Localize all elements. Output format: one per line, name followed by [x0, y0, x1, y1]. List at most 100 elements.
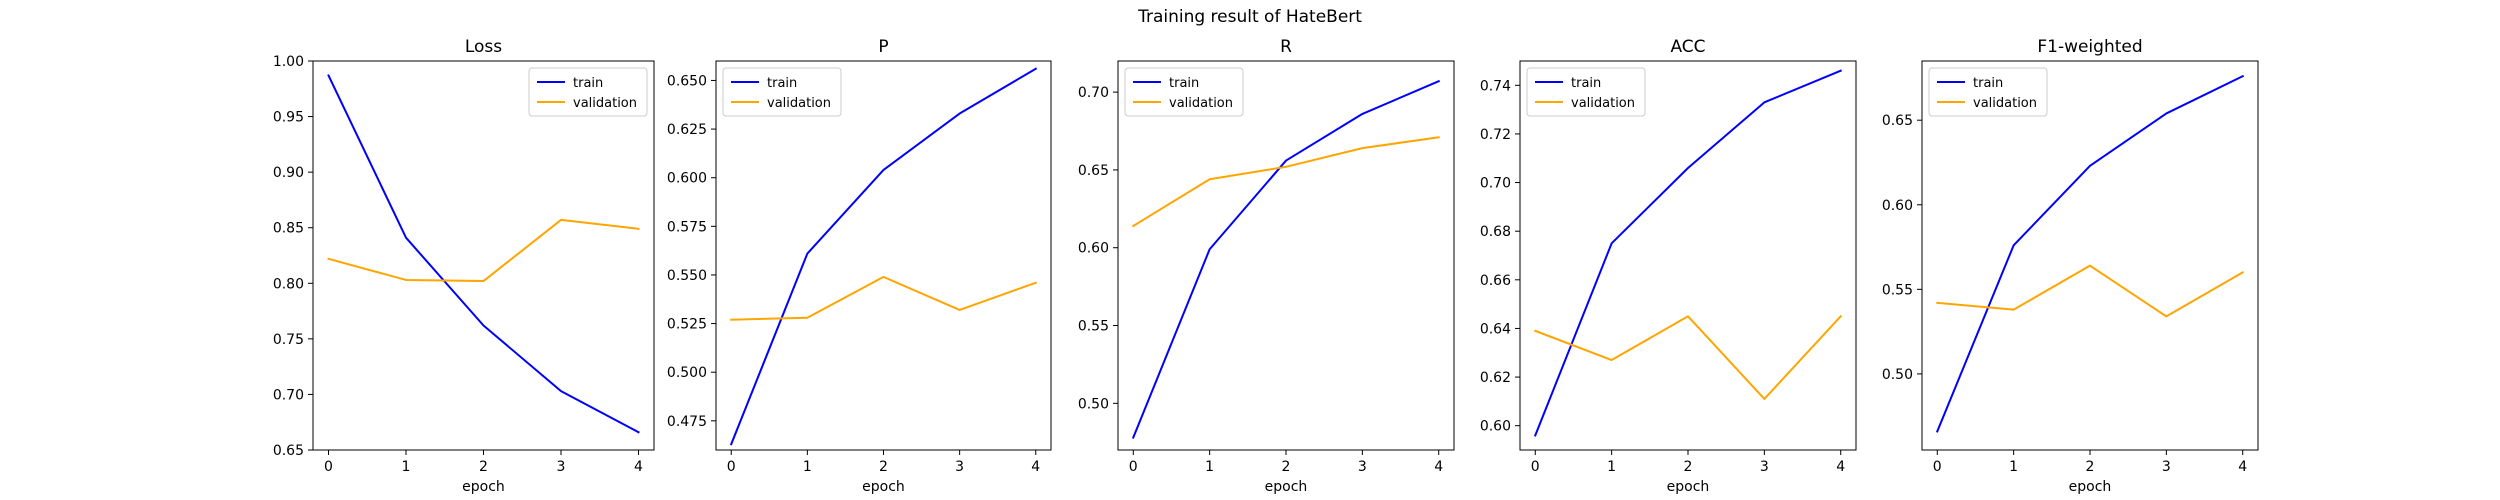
x-tick-label: 4: [1434, 459, 1443, 475]
subplot-0: Loss 0 1 2 3 4 0.65 0.70 0.75 0.80 0.85 0.90 0.95 1.0…: [273, 37, 655, 495]
x-tick-label: 2: [2086, 459, 2095, 475]
x-tick-label: 2: [479, 459, 488, 475]
legend-label-validation: validation: [767, 96, 831, 111]
series-line-train: [1131, 79, 1441, 439]
y-tick-label: 0.55: [1078, 319, 1109, 335]
x-tick-label: 3: [2162, 459, 2171, 475]
legend-box: [1928, 67, 2048, 117]
x-tick-label: 4: [634, 459, 643, 475]
x-tick-label: 2: [879, 459, 888, 475]
x-tick-label: 1: [1607, 459, 1616, 475]
x-tick-label: 0: [1129, 459, 1138, 475]
y-tick-label: 0.500: [667, 365, 707, 381]
x-tick-label: 4: [2238, 459, 2247, 475]
legend-box: [1526, 67, 1646, 117]
series-line-validation: [327, 218, 640, 283]
subplot-title: R: [1280, 37, 1292, 57]
legend-label-train: train: [767, 76, 797, 91]
x-tick-label: 1: [402, 459, 411, 475]
subplot-1: P 0 1 2 3 4 0.475 0.500 0.525 0.550 0.575 0.600 0.62…: [667, 37, 1052, 495]
subplot-title: P: [878, 37, 888, 57]
x-tick-label: 0: [1531, 459, 1540, 475]
x-tick-label: 0: [1933, 459, 1942, 475]
subplot-title: Loss: [465, 37, 502, 57]
x-tick-label: 4: [1031, 459, 1040, 475]
x-tick-label: 3: [1760, 459, 1769, 475]
legend-label-train: train: [1973, 76, 2003, 91]
y-tick-label: 0.650: [667, 73, 707, 89]
legend-label-train: train: [1169, 76, 1199, 91]
legend: train validation: [1526, 67, 1646, 117]
y-tick-label: 0.50: [1882, 367, 1913, 383]
y-tick-label: 0.65: [1882, 113, 1913, 129]
x-tick-label: 2: [1282, 459, 1291, 475]
subplot-3: ACC 0 1 2 3 4 0.60 0.62 0.64 0.66 0.68 0.70 0.72 0.74…: [1480, 37, 1857, 495]
y-tick-label: 0.625: [667, 122, 707, 138]
y-tick-label: 0.50: [1078, 396, 1109, 412]
legend: train validation: [528, 67, 648, 117]
y-tick-label: 0.55: [1882, 282, 1913, 298]
series-line-train: [1533, 69, 1843, 437]
y-tick-label: 0.475: [667, 414, 707, 430]
subplot-title: F1-weighted: [2037, 37, 2142, 57]
legend-label-train: train: [1571, 76, 1601, 91]
x-tick-label: 4: [1836, 459, 1845, 475]
legend-label-validation: validation: [1571, 96, 1635, 111]
x-tick-label: 1: [2009, 459, 2018, 475]
x-tick-label: 3: [955, 459, 964, 475]
legend: train validation: [1928, 67, 2048, 117]
y-tick-label: 0.60: [1078, 241, 1109, 257]
y-tick-label: 0.90: [273, 165, 304, 181]
y-tick-label: 0.70: [1480, 176, 1511, 192]
series-line-validation: [1936, 264, 2245, 318]
x-tick-label: 0: [324, 459, 333, 475]
legend: train validation: [722, 67, 842, 117]
y-tick-label: 0.75: [273, 332, 304, 348]
subplot-4: F1-weighted 0 1 2 3 4 0.50 0.55 0.60 0.65 epoch tra…: [1882, 37, 2259, 495]
x-axis-label: epoch: [1667, 479, 1710, 495]
y-tick-label: 1.00: [273, 54, 304, 70]
legend-label-validation: validation: [1973, 96, 2037, 111]
legend-label-validation: validation: [573, 96, 637, 111]
figure-suptitle: Training result of HateBert: [1137, 7, 1362, 27]
y-tick-label: 0.74: [1480, 78, 1511, 94]
series-line-train: [327, 74, 640, 434]
x-tick-label: 2: [1684, 459, 1693, 475]
x-tick-label: 1: [803, 459, 812, 475]
x-axis-label: epoch: [1265, 479, 1308, 495]
y-tick-label: 0.62: [1480, 370, 1511, 386]
x-tick-label: 0: [727, 459, 736, 475]
y-tick-label: 0.600: [667, 171, 707, 187]
legend-box: [528, 67, 648, 117]
y-tick-label: 0.60: [1882, 198, 1913, 214]
y-tick-label: 0.550: [667, 268, 707, 284]
y-tick-label: 0.60: [1480, 419, 1511, 435]
x-axis-label: epoch: [862, 479, 905, 495]
y-tick-label: 0.525: [667, 317, 707, 333]
series-line-validation: [1533, 314, 1843, 400]
legend-label-validation: validation: [1169, 96, 1233, 111]
y-tick-label: 0.65: [273, 443, 304, 459]
series-line-validation: [1131, 136, 1440, 228]
x-tick-label: 3: [557, 459, 566, 475]
legend-label-train: train: [573, 76, 603, 91]
series-line-train: [729, 67, 1038, 446]
x-axis-label: epoch: [462, 479, 505, 495]
x-axis-label: epoch: [2069, 479, 2112, 495]
y-tick-label: 0.70: [1078, 85, 1109, 101]
y-tick-label: 0.66: [1480, 273, 1511, 289]
subplot-title: ACC: [1670, 37, 1705, 57]
subplot-2: R 0 1 2 3 4 0.50 0.55 0.60 0.65 0.70 epoch train vali…: [1078, 37, 1455, 495]
legend: train validation: [1124, 67, 1244, 117]
y-tick-label: 0.85: [273, 221, 304, 237]
y-tick-label: 0.65: [1078, 163, 1109, 179]
y-tick-label: 0.70: [273, 387, 304, 403]
x-tick-label: 3: [1358, 459, 1367, 475]
series-line-validation: [730, 275, 1038, 321]
x-tick-label: 1: [1205, 459, 1214, 475]
y-tick-label: 0.575: [667, 219, 707, 235]
y-tick-label: 0.95: [273, 110, 304, 126]
legend-box: [1124, 67, 1244, 117]
